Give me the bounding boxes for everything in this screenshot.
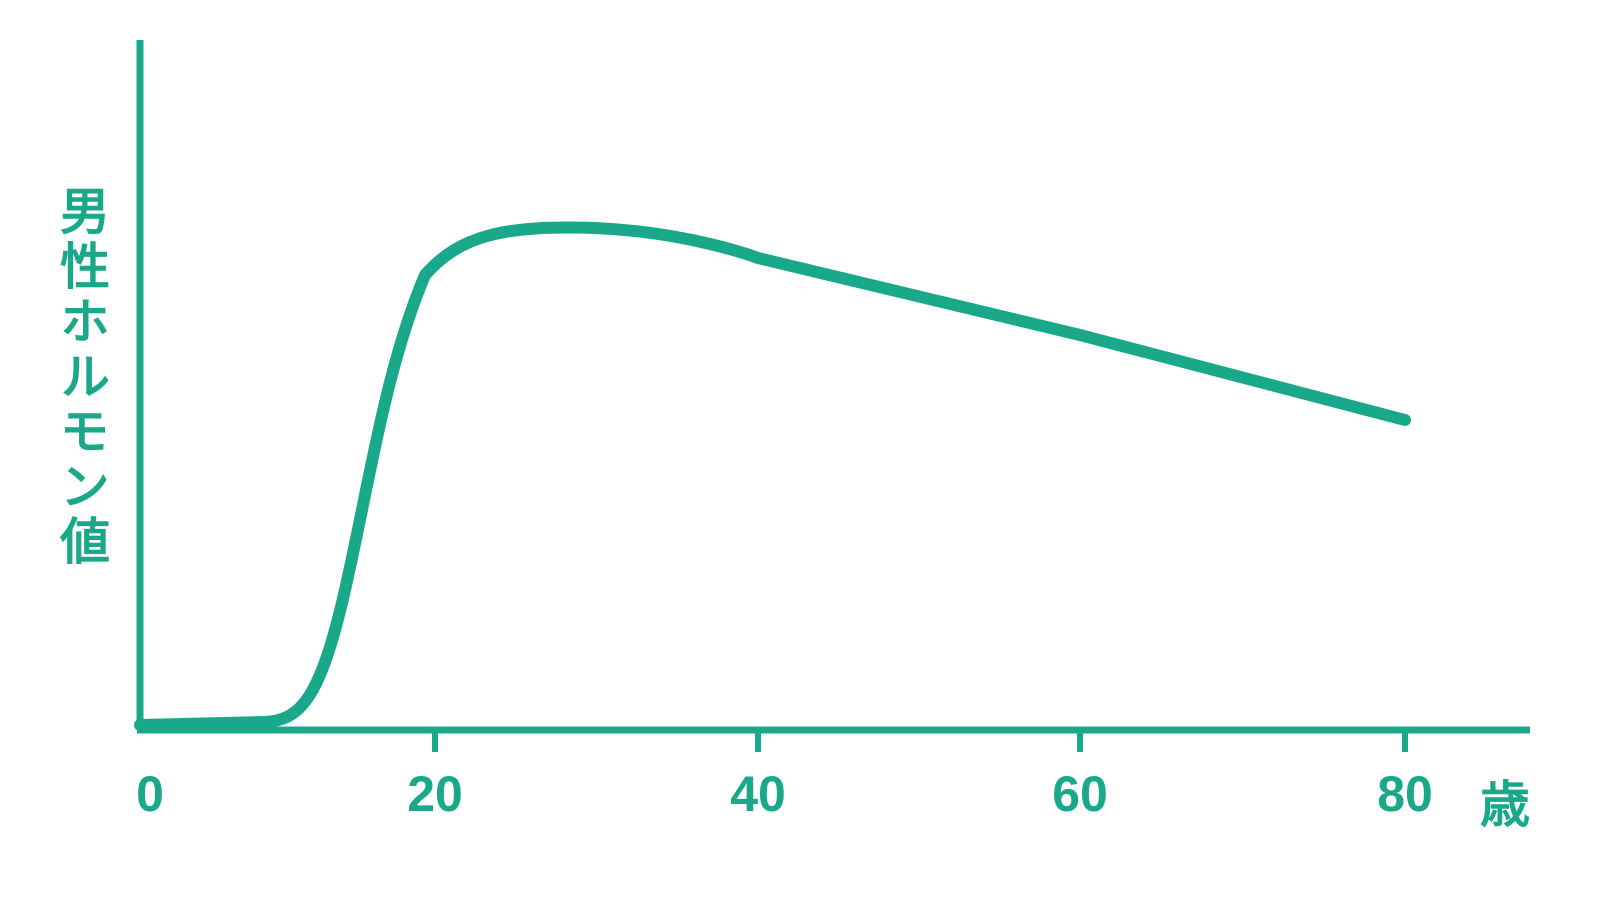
x-tick-label: 0 [136, 765, 164, 823]
x-axis-unit-label: 歳 [1480, 765, 1530, 837]
x-tick-label: 20 [407, 765, 463, 823]
y-axis-label: 男性ホルモン値 [45, 185, 117, 570]
x-tick-label: 40 [730, 765, 786, 823]
hormone-chart: 男性ホルモン値 0 20 40 60 80 歳 [0, 0, 1600, 900]
x-tick-label: 80 [1377, 765, 1433, 823]
hormone-curve [140, 228, 1405, 725]
chart-svg [0, 0, 1600, 900]
x-tick-label: 60 [1052, 765, 1108, 823]
